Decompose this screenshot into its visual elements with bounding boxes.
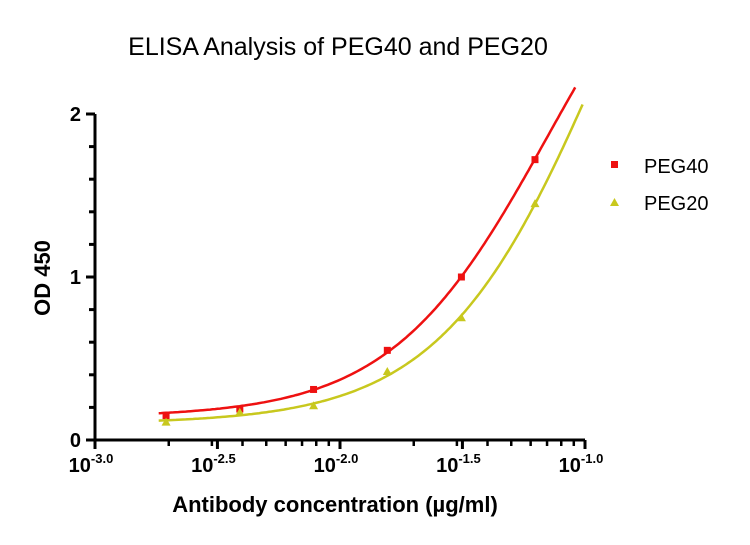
data-point-peg40 — [162, 412, 170, 420]
legend-label-peg40: PEG40 — [644, 156, 708, 178]
data-point-peg40 — [457, 273, 465, 281]
y-tick-label: 0 — [70, 430, 81, 452]
data-point-peg20 — [161, 417, 171, 426]
fit-curve-peg20 — [158, 103, 584, 422]
y-tick-label: 2 — [70, 104, 81, 126]
legend: PEG40 PEG20 — [610, 156, 708, 215]
data-point-peg40 — [383, 346, 391, 354]
legend-marker-peg20 — [610, 198, 619, 206]
legend-marker-peg40 — [611, 161, 618, 168]
x-tick-label: 10-2.0 — [314, 451, 359, 477]
data-point-peg20 — [456, 313, 466, 322]
x-tick-label: 10-1.0 — [559, 451, 604, 477]
x-tick-label: 10-1.5 — [436, 451, 481, 477]
data-point-peg20 — [382, 367, 392, 376]
fit-curve-peg40 — [158, 86, 577, 415]
fit-curves — [158, 86, 584, 422]
y-axis-label: OD 450 — [30, 240, 55, 316]
y-tick-label: 1 — [70, 267, 81, 289]
axes: 0 1 2 10-3.0 10-2.5 10-2.0 10-1.5 10-1.0 — [69, 104, 604, 477]
data-points — [161, 156, 540, 426]
x-axis-label: Antibody concentration (µg/ml) — [172, 492, 498, 517]
data-point-peg40 — [310, 385, 318, 393]
data-point-peg20 — [235, 407, 245, 416]
data-point-peg40 — [531, 156, 539, 164]
data-point-peg20 — [309, 401, 319, 410]
chart-title: ELISA Analysis of PEG40 and PEG20 — [128, 33, 548, 61]
x-tick-label: 10-2.5 — [191, 451, 236, 477]
data-point-peg20 — [530, 199, 540, 208]
legend-label-peg20: PEG20 — [644, 193, 708, 215]
x-tick-label: 10-3.0 — [69, 451, 114, 477]
